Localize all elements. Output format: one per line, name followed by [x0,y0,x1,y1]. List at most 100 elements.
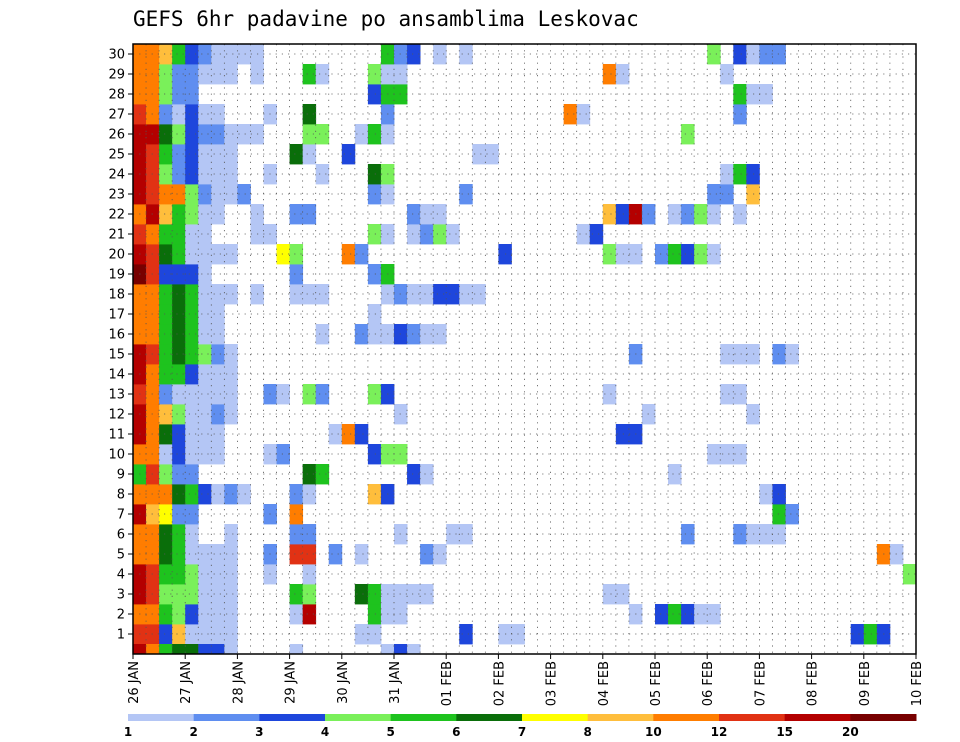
x-tick-label: 28 JAN [231,661,246,704]
heatmap-cell [289,584,304,605]
heatmap-cell [211,644,225,655]
heatmap-cell [772,504,786,525]
heatmap-cell [289,484,304,505]
heatmap-cell [159,264,173,285]
y-tick-label: 23 [108,188,125,203]
y-tick-label: 11 [108,428,125,443]
heatmap-cell [354,624,369,645]
colorbar-swatch [784,714,851,721]
heatmap-cell [172,284,186,305]
heatmap-cell [302,484,317,505]
heatmap-cell [459,524,473,545]
heatmap-cell [668,244,682,265]
heatmap-cell [733,384,747,405]
heatmap-cell [341,244,356,265]
heatmap-cell [863,624,878,645]
heatmap-cell [185,44,199,65]
heatmap-cell [289,244,304,265]
heatmap-cell [367,304,382,325]
colorbar-swatch [522,714,589,721]
heatmap-cell [420,584,434,605]
heatmap-cell [289,604,304,625]
heatmap-cell [198,44,212,65]
heatmap-cell [211,324,225,345]
heatmap-cell [602,64,617,85]
heatmap-cell [185,624,199,645]
heatmap-cell [237,44,251,65]
heatmap-cell [185,124,199,145]
heatmap-cell [289,144,304,165]
heatmap-cell [420,284,434,305]
heatmap-cell [681,124,695,145]
heatmap-cell [302,584,317,605]
heatmap-cell [159,104,173,125]
heatmap-cell [655,604,669,625]
colorbar-tick-label: 8 [583,725,591,739]
heatmap-cell [172,84,186,105]
heatmap-cell [459,624,473,645]
heatmap-cell [185,244,199,265]
heatmap-cell [602,244,617,265]
heatmap-cell [159,144,173,165]
heatmap-cell [159,44,173,65]
x-tick-label: 07 FEB [753,661,768,706]
colorbar-tick-label: 20 [842,725,859,739]
heatmap-cell [185,204,199,225]
heatmap-cell [733,104,747,125]
heatmap-cell [198,544,212,565]
heatmap-cell [902,564,917,585]
heatmap-cell [224,564,238,585]
heatmap-cell [420,324,434,345]
heatmap-cell [172,164,186,185]
heatmap-cell [367,624,382,645]
heatmap-cell [198,444,212,465]
heatmap-cells [133,44,917,655]
chart-title: GEFS 6hr padavine po ansamblima Leskovac [133,7,639,31]
heatmap-cell [681,604,695,625]
heatmap-cell [459,184,473,205]
heatmap-cell [289,544,304,565]
heatmap-cell [315,124,330,145]
heatmap-cell [172,624,186,645]
heatmap-cell [380,644,395,655]
heatmap-cell [159,64,173,85]
heatmap-cell [367,184,382,205]
heatmap-cell [172,124,186,145]
heatmap-cell [211,404,225,425]
heatmap-cell [694,204,708,225]
colorbar-tick-label: 12 [711,725,728,739]
heatmap-cell [159,304,173,325]
heatmap-cell [367,604,382,625]
heatmap-cell [172,464,186,485]
heatmap-cell [159,84,173,105]
heatmap-cell [785,344,799,365]
heatmap-cell [159,424,173,445]
y-tick-label: 4 [117,568,125,583]
y-tick-label: 25 [108,148,125,163]
colorbar-swatch [193,714,260,721]
heatmap-cell [159,404,173,425]
x-tick-label: 30 JAN [336,661,351,704]
heatmap-cell [615,584,630,605]
heatmap-cell [302,144,317,165]
heatmap-cell [185,404,199,425]
heatmap-cell [211,284,225,305]
heatmap-cell [733,84,747,105]
heatmap-cell [354,424,369,445]
colorbar-swatch [259,714,326,721]
heatmap-cell [276,384,290,405]
y-tick-label: 3 [117,588,125,603]
heatmap-cell [459,284,473,305]
y-tick-label: 5 [117,548,125,563]
heatmap-cell [185,224,199,245]
heatmap-cell [289,644,304,655]
heatmap-cell [198,284,212,305]
colorbar-swatch [850,714,917,721]
heatmap-cell [602,584,617,605]
heatmap-cell [289,204,304,225]
colorbar-tick-label: 1 [124,725,132,739]
heatmap-cell [446,224,460,245]
heatmap-cell [707,184,721,205]
heatmap-cell [211,604,225,625]
x-tick-label: 03 FEB [545,661,560,706]
